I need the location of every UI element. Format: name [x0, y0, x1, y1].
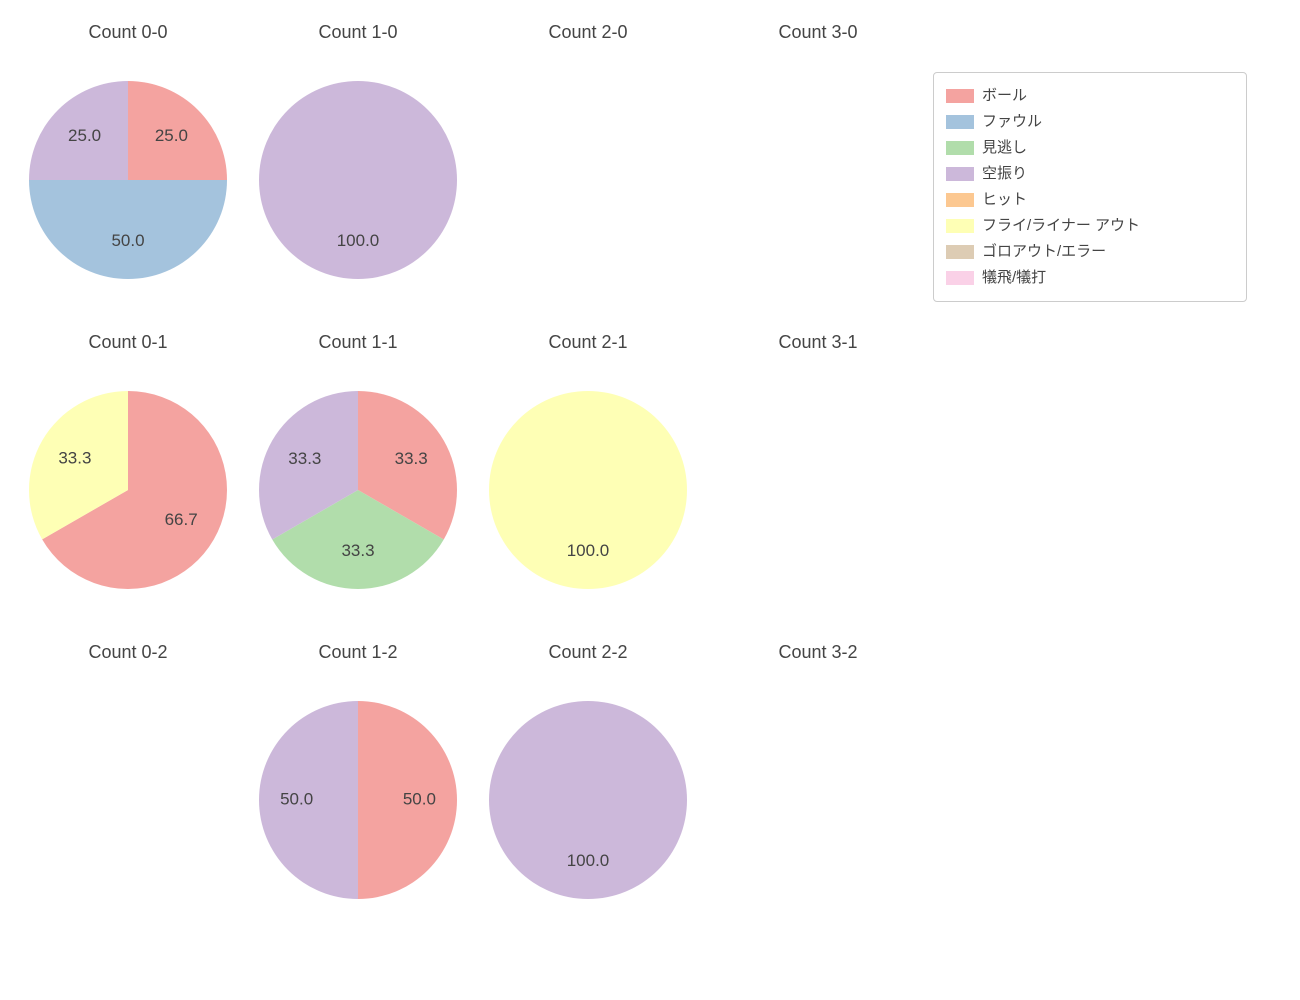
- legend-label: ボール: [982, 88, 1027, 103]
- pie-slice-label: 33.3: [58, 449, 91, 468]
- legend-label: ヒット: [982, 192, 1027, 207]
- pie-slice-label: 100.0: [567, 851, 610, 870]
- pie-chart: 33.3 33.3 33.3: [248, 332, 468, 632]
- legend-swatch: [946, 167, 974, 181]
- pie-panel: Count 3-1: [708, 332, 928, 632]
- legend-swatch: [946, 89, 974, 103]
- panel-title: Count 3-2: [708, 642, 928, 663]
- pie-panel: Count 2-2100.0: [478, 642, 698, 942]
- pie-slice-label: 33.3: [341, 541, 374, 560]
- legend-item: ヒット: [946, 187, 1234, 213]
- legend-swatch: [946, 141, 974, 155]
- pie-panel: Count 1-250.050.0: [248, 642, 468, 942]
- legend-item: フライ/ライナー アウト: [946, 213, 1234, 239]
- pie-panel: Count 1-0100.0: [248, 22, 468, 322]
- pie-slice-label: 100.0: [337, 231, 380, 250]
- legend-label: 空振り: [982, 166, 1027, 181]
- pie-panel: Count 2-0: [478, 22, 698, 322]
- pie-slice-label: 66.7: [165, 510, 198, 529]
- pie-slice: [29, 180, 227, 279]
- pie-panel: Count 3-0: [708, 22, 928, 322]
- pie-slice-label: 25.0: [68, 126, 101, 145]
- pie-panel: Count 0-166.733.3: [18, 332, 238, 632]
- pie-chart: 25.0 50.0 25.0: [18, 22, 238, 322]
- panel-title: Count 3-1: [708, 332, 928, 353]
- pie-chart: 100.0: [478, 642, 698, 942]
- legend-item: 空振り: [946, 161, 1234, 187]
- legend-label: ゴロアウト/エラー: [982, 244, 1106, 259]
- pie-slice-label: 50.0: [111, 231, 144, 250]
- pie-chart: 66.7 33.3: [18, 332, 238, 632]
- legend-swatch: [946, 271, 974, 285]
- pie-panel: Count 0-2: [18, 642, 238, 942]
- legend-label: 犠飛/犠打: [982, 270, 1046, 285]
- panel-title: Count 3-0: [708, 22, 928, 43]
- legend-swatch: [946, 193, 974, 207]
- pie-slice-label: 33.3: [395, 449, 428, 468]
- legend-swatch: [946, 115, 974, 129]
- legend-label: 見逃し: [982, 140, 1027, 155]
- legend-item: ファウル: [946, 109, 1234, 135]
- pie-slice-label: 33.3: [288, 449, 321, 468]
- chart-canvas: ボールファウル見逃し空振りヒットフライ/ライナー アウトゴロアウト/エラー犠飛/…: [0, 0, 1300, 1000]
- pie-panel: Count 1-133.333.333.3: [248, 332, 468, 632]
- pie-slice-label: 100.0: [567, 541, 610, 560]
- legend-item: 犠飛/犠打: [946, 265, 1234, 291]
- legend-item: ゴロアウト/エラー: [946, 239, 1234, 265]
- legend: ボールファウル見逃し空振りヒットフライ/ライナー アウトゴロアウト/エラー犠飛/…: [933, 72, 1247, 302]
- pie-slice-label: 50.0: [280, 789, 313, 808]
- legend-item: ボール: [946, 83, 1234, 109]
- pie-panel: Count 2-1100.0: [478, 332, 698, 632]
- legend-swatch: [946, 245, 974, 259]
- pie-chart: 100.0: [248, 22, 468, 322]
- legend-label: ファウル: [982, 114, 1042, 129]
- pie-panel: Count 0-025.050.025.0: [18, 22, 238, 322]
- legend-label: フライ/ライナー アウト: [982, 218, 1140, 233]
- pie-panel: Count 3-2: [708, 642, 928, 942]
- legend-item: 見逃し: [946, 135, 1234, 161]
- panel-title: Count 0-2: [18, 642, 238, 663]
- pie-slice-label: 50.0: [403, 789, 436, 808]
- pie-chart: 100.0: [478, 332, 698, 632]
- legend-swatch: [946, 219, 974, 233]
- pie-slice-label: 25.0: [155, 126, 188, 145]
- panel-title: Count 2-0: [478, 22, 698, 43]
- pie-chart: 50.0 50.0: [248, 642, 468, 942]
